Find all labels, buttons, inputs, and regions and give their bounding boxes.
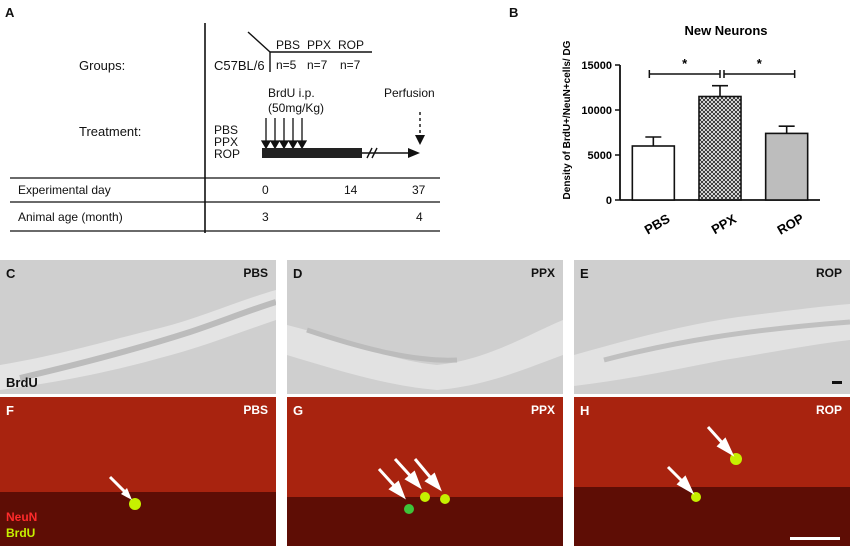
treatment-bar <box>262 148 362 158</box>
chart-bar-ppx <box>698 95 742 201</box>
timeline-break-2 <box>371 147 378 159</box>
perfusion-label: Perfusion <box>384 86 435 100</box>
new-neurons-chart: New Neurons Density of BrdU+/NeuN+cells/… <box>562 23 820 238</box>
micrograph-g-condition: PPX <box>530 403 555 417</box>
table-row2-label: Animal age (month) <box>18 210 123 224</box>
chart-y-tick-label: 10000 <box>581 105 612 117</box>
groups-label: Groups: <box>79 58 126 73</box>
micrograph-e-letter: E <box>580 266 589 281</box>
panel-a-letter: A <box>5 5 15 20</box>
significance-star: * <box>682 56 688 71</box>
micrograph-d-letter: D <box>293 266 303 281</box>
micrograph-e-texture <box>574 304 850 386</box>
table-row1-label: Experimental day <box>18 183 111 197</box>
timeline-break-1 <box>366 147 373 159</box>
chart-x-tick-label: ROP <box>774 210 806 237</box>
chart-y-tick-label: 0 <box>606 195 612 207</box>
timeline-arrowhead <box>408 148 420 158</box>
chart-title: New Neurons <box>684 23 767 38</box>
table-row2-v2: 4 <box>416 210 423 224</box>
micrograph-e-condition: ROP <box>815 266 842 280</box>
group-ppx-name: PPX <box>307 38 332 52</box>
brdu-cell-marker <box>129 498 141 510</box>
brdu-label-2: (50mg/Kg) <box>268 101 325 115</box>
group-pbs-n: n=5 <box>276 58 297 72</box>
micrograph-g: G PPX <box>287 397 563 546</box>
micrograph-g-texture <box>287 397 563 546</box>
group-pbs-name: PBS <box>276 38 301 52</box>
table-row1-v2: 37 <box>412 183 426 197</box>
panel-b-letter: B <box>509 5 519 20</box>
perfusion-arrowhead <box>415 135 425 145</box>
treatment-group-pbs: PBS <box>214 123 239 137</box>
micrograph-f-texture <box>0 397 276 546</box>
table-row2-v0: 3 <box>262 210 269 224</box>
micrograph-f-condition: PBS <box>243 403 268 417</box>
arrows-h <box>666 425 735 495</box>
scale-bar-large <box>790 537 840 540</box>
treatment-group-ppx: PPX <box>214 135 239 149</box>
chart-x-tick-label: PPX <box>709 211 739 237</box>
micrograph-d-condition: PPX <box>530 266 555 280</box>
brdu-label-1: BrdU i.p. <box>268 86 315 100</box>
treatment-label: Treatment: <box>79 124 142 139</box>
brdu-stain-label: BrdU <box>6 375 38 390</box>
micrograph-f-letter: F <box>6 403 14 418</box>
micrograph-h-texture <box>574 397 850 546</box>
micrograph-c: C PBS BrdU <box>0 260 276 394</box>
table-row1-v1: 14 <box>344 183 358 197</box>
arrows-g <box>377 457 442 500</box>
brdu-green-stain-label: BrdU <box>6 526 36 540</box>
chart-x-tick-label: PBS <box>642 211 673 238</box>
micrograph-c-condition: PBS <box>243 266 268 280</box>
table-row1-v0: 0 <box>262 183 269 197</box>
chart-bar-rop <box>764 132 809 201</box>
strain-label: C57BL/6 <box>214 58 265 73</box>
neun-stain-label: NeuN <box>6 510 38 524</box>
timeline-diagram <box>10 23 440 233</box>
micrograph-h-condition: ROP <box>815 403 842 417</box>
arrow-f-head <box>121 488 132 500</box>
group-rop-name: ROP <box>338 38 365 52</box>
chart-bar-pbs <box>631 145 676 201</box>
injection-arrows <box>260 118 308 150</box>
micrograph-e: E ROP <box>574 260 850 394</box>
chart-y-tick-label: 5000 <box>588 150 612 162</box>
chart-y-tick-label: 15000 <box>581 60 612 72</box>
group-branch-diag <box>247 31 271 53</box>
micrograph-h-letter: H <box>580 403 590 418</box>
micrograph-h: H ROP <box>574 397 850 546</box>
micrograph-d: D PPX <box>287 260 563 394</box>
group-ppx-n: n=7 <box>307 58 328 72</box>
group-rop-n: n=7 <box>340 58 361 72</box>
micrograph-d-texture <box>287 320 563 390</box>
micrograph-g-letter: G <box>293 403 304 418</box>
micrograph-c-texture <box>0 290 276 390</box>
micrograph-c-letter: C <box>6 266 16 281</box>
treatment-group-rop: ROP <box>214 147 241 161</box>
scale-bar-small <box>832 381 842 384</box>
micrograph-f: F PBS NeuN BrdU <box>0 397 276 546</box>
significance-star: * <box>757 56 763 71</box>
chart-y-axis-label: Density of BrdU+/NeuN+cells/ DG <box>562 40 573 199</box>
